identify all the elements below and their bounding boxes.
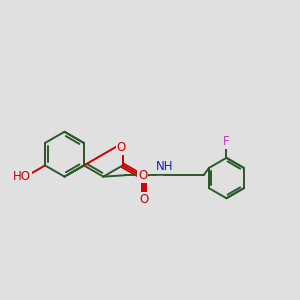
Text: O: O <box>117 141 126 154</box>
Text: O: O <box>140 193 149 206</box>
Text: HO: HO <box>13 170 31 183</box>
Text: O: O <box>138 169 148 182</box>
Text: F: F <box>223 135 230 148</box>
Text: NH: NH <box>156 160 174 173</box>
